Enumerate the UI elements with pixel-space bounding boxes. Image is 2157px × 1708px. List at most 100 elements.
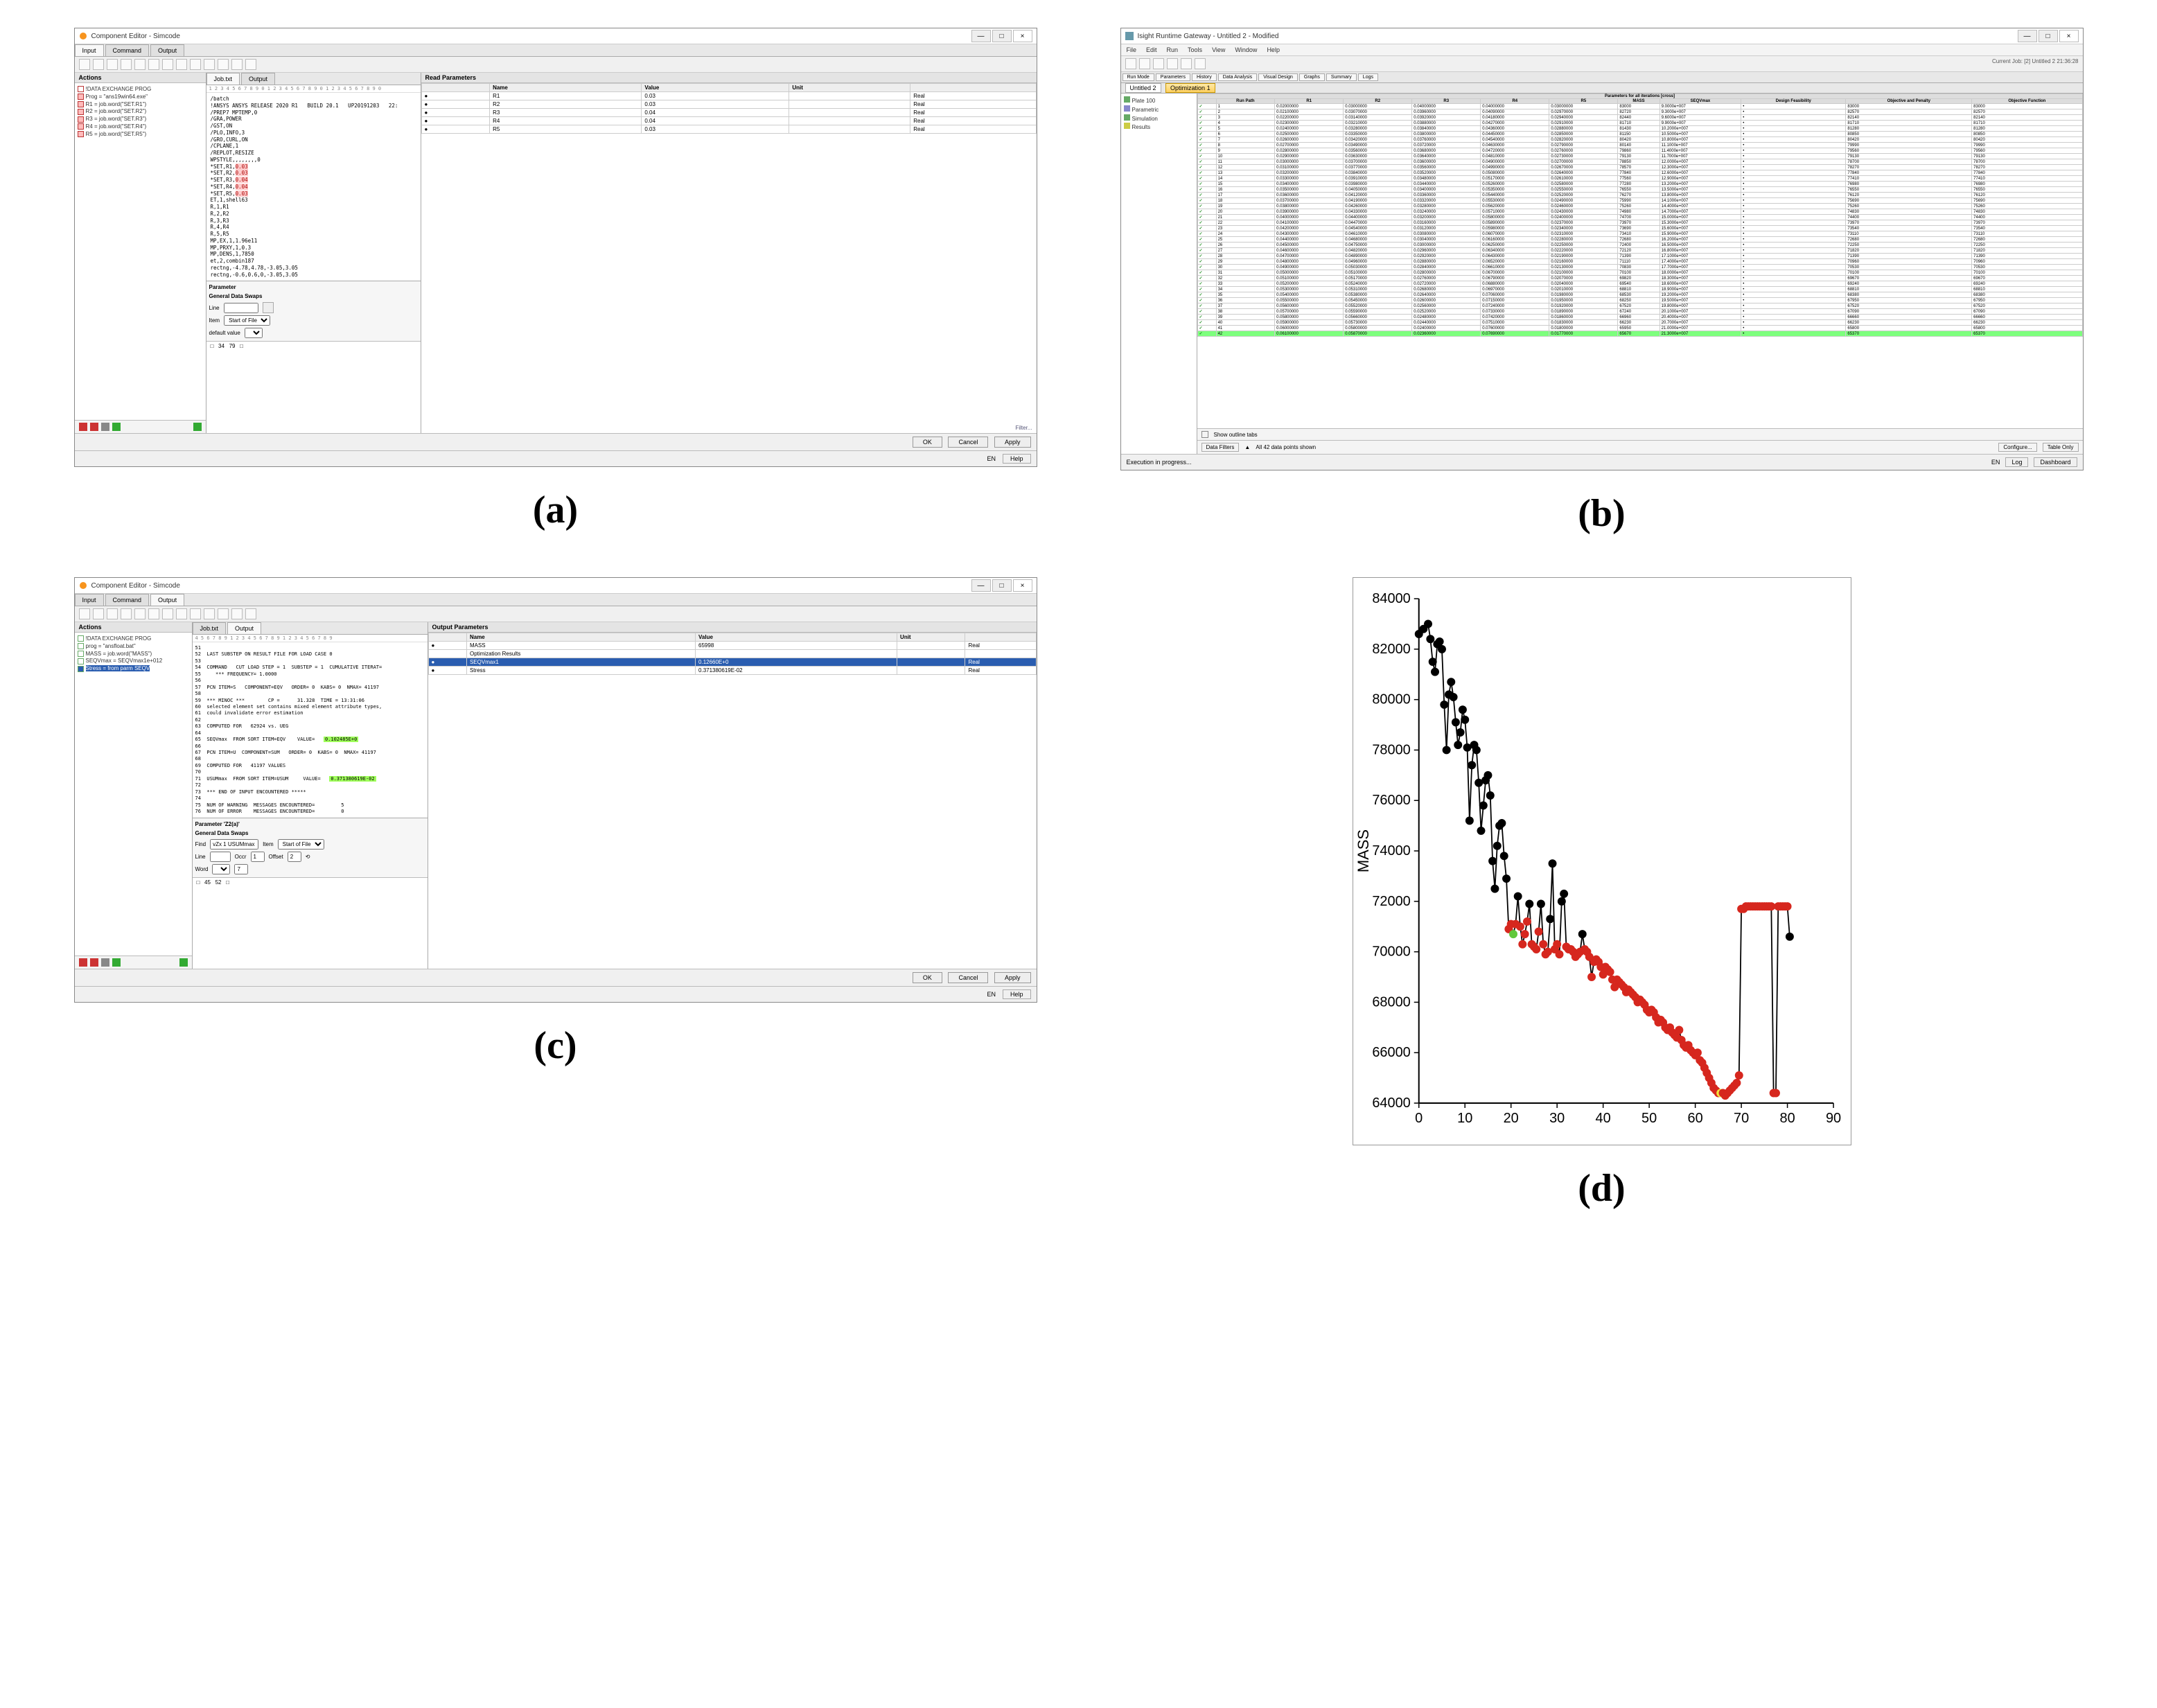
- close-button[interactable]: ×: [1013, 579, 1032, 592]
- filter-label[interactable]: Filter...: [421, 423, 1037, 433]
- menu-tools[interactable]: Tools: [1188, 46, 1202, 53]
- table-row[interactable]: ✓390.058000000.056600000.024800000.07420…: [1197, 315, 2082, 320]
- tab-untitled[interactable]: Untitled 2: [1125, 83, 1161, 93]
- table-row[interactable]: ✓190.038000000.042600000.032800000.05620…: [1197, 204, 2082, 209]
- tab-graphs[interactable]: Graphs: [1299, 73, 1325, 81]
- toolbar-icon[interactable]: [79, 608, 90, 619]
- item-select[interactable]: Start of File: [224, 315, 270, 326]
- actions-tree[interactable]: !DATA EXCHANGE PROGProg = "ans19win64.ex…: [75, 83, 206, 141]
- tree-item[interactable]: R1 = job.word("SET.R1"): [78, 101, 203, 109]
- tab-visual-design[interactable]: Visual Design: [1258, 73, 1298, 81]
- table-row[interactable]: ✓40.023000000.032100000.038800000.042700…: [1197, 121, 2082, 126]
- tab-input[interactable]: Input: [75, 594, 104, 606]
- line-input[interactable]: [224, 303, 258, 313]
- table-row[interactable]: ●MASS65998Real: [428, 642, 1036, 650]
- table-row[interactable]: ●R10.03Real: [421, 92, 1036, 100]
- table-row[interactable]: ✓220.041000000.044700000.031600000.05890…: [1197, 220, 2082, 226]
- table-row[interactable]: ✓250.044000000.046800000.030400000.06160…: [1197, 237, 2082, 243]
- toolbar-icon[interactable]: [1195, 58, 1206, 69]
- tab-mid-output[interactable]: Output: [241, 73, 275, 85]
- refresh-icon[interactable]: [263, 302, 274, 313]
- tab-mid-output[interactable]: Output: [227, 622, 261, 634]
- menu-view[interactable]: View: [1212, 46, 1225, 53]
- toolbar-icon[interactable]: [1181, 58, 1192, 69]
- toolbar-icon[interactable]: [190, 59, 201, 70]
- param-table[interactable]: NameValueUnit●MASS65998RealOptimization …: [428, 633, 1037, 675]
- table-row[interactable]: ✓20.021000000.030700000.039600000.040900…: [1197, 109, 2082, 115]
- toolbar-icon[interactable]: [176, 59, 187, 70]
- table-row[interactable]: ✓280.047000000.048900000.029200000.06430…: [1197, 254, 2082, 259]
- table-row[interactable]: ✓240.043000000.046100000.030800000.06070…: [1197, 231, 2082, 237]
- ok-button[interactable]: OK: [913, 972, 942, 983]
- table-row[interactable]: ✓420.061000000.058700000.023600000.07690…: [1197, 331, 2082, 337]
- toolbar-icon[interactable]: [148, 608, 159, 619]
- table-row[interactable]: ●R30.04Real: [421, 109, 1036, 117]
- word-select[interactable]: [212, 864, 230, 874]
- table-row[interactable]: ✓360.055000000.054500000.026000000.07150…: [1197, 298, 2082, 303]
- record-icon[interactable]: [90, 958, 98, 967]
- ok-button[interactable]: OK: [913, 437, 942, 448]
- table-row[interactable]: ✓160.035000000.040500000.034000000.05350…: [1197, 187, 2082, 193]
- tree-item[interactable]: MASS = job.word("MASS"): [78, 651, 189, 658]
- table-row[interactable]: ✓80.027000000.034900000.037200000.046300…: [1197, 143, 2082, 148]
- minimize-button[interactable]: —: [2018, 30, 2037, 42]
- table-row[interactable]: ✓50.024000000.032800000.038400000.043600…: [1197, 126, 2082, 132]
- pause-icon[interactable]: [101, 423, 109, 431]
- table-row[interactable]: ●R50.03Real: [421, 125, 1036, 134]
- table-row[interactable]: ✓170.036000000.041200000.033600000.05440…: [1197, 193, 2082, 198]
- results-table[interactable]: Parameters for all iterations [cross]Run…: [1197, 94, 2083, 337]
- toolbar-icon[interactable]: [190, 608, 201, 619]
- tree-item[interactable]: !DATA EXCHANGE PROG: [78, 86, 203, 94]
- stop-icon[interactable]: [79, 423, 87, 431]
- data-filters-button[interactable]: Data Filters: [1201, 443, 1240, 452]
- tree-item[interactable]: Prog = "ans19win64.exe": [78, 94, 203, 101]
- maximize-button[interactable]: □: [992, 30, 1012, 42]
- toolbar-icon[interactable]: [204, 59, 215, 70]
- tab-command[interactable]: Command: [105, 44, 150, 56]
- find-input[interactable]: [210, 839, 258, 849]
- actions-tree[interactable]: !DATA EXCHANGE PROGprog = "ansfloat.bat"…: [75, 633, 192, 676]
- toolbar-icon[interactable]: [93, 608, 104, 619]
- toolbar-icon[interactable]: [1167, 58, 1178, 69]
- close-button[interactable]: ×: [2059, 30, 2079, 42]
- play-icon[interactable]: [112, 958, 121, 967]
- step-icon[interactable]: [193, 423, 202, 431]
- toolbar-icon[interactable]: [162, 608, 173, 619]
- occr-input[interactable]: [251, 852, 265, 862]
- stop-icon[interactable]: [79, 958, 87, 967]
- tree-item[interactable]: SEQVmax = SEQVmax1e+012: [78, 658, 189, 665]
- table-row[interactable]: ✓60.025000000.033500000.038000000.044500…: [1197, 132, 2082, 137]
- menu-edit[interactable]: Edit: [1146, 46, 1157, 53]
- toolbar-icon[interactable]: [1125, 58, 1136, 69]
- table-row[interactable]: ✓410.060000000.058000000.024000000.07600…: [1197, 326, 2082, 331]
- table-row[interactable]: ✓350.054000000.053800000.026400000.07060…: [1197, 292, 2082, 298]
- table-row[interactable]: ✓130.032000000.038400000.035200000.05080…: [1197, 170, 2082, 176]
- tree-item[interactable]: R5 = job.word("SET.R5"): [78, 131, 203, 139]
- log-button[interactable]: Log: [2005, 457, 2028, 467]
- toolbar-icon[interactable]: [1153, 58, 1164, 69]
- menu-file[interactable]: File: [1127, 46, 1137, 53]
- table-row[interactable]: ✓400.059000000.057300000.024400000.07510…: [1197, 320, 2082, 326]
- table-row[interactable]: ✓260.045000000.047500000.030000000.06250…: [1197, 243, 2082, 248]
- minimize-button[interactable]: —: [971, 579, 991, 592]
- toolbar-icon[interactable]: [231, 59, 243, 70]
- tree-item[interactable]: Plate 100: [1124, 96, 1194, 105]
- tree-item[interactable]: R2 = job.word("SET.R2"): [78, 108, 203, 116]
- table-only-button[interactable]: Table Only: [2043, 443, 2079, 452]
- tab-run-mode[interactable]: Run Mode: [1122, 73, 1154, 81]
- table-row[interactable]: ✓140.033000000.039100000.034800000.05170…: [1197, 176, 2082, 182]
- tree-item[interactable]: Results: [1124, 123, 1194, 132]
- toolbar-icon[interactable]: [134, 608, 146, 619]
- cancel-button[interactable]: Cancel: [948, 972, 988, 983]
- toolbar-icon[interactable]: [148, 59, 159, 70]
- tree-item[interactable]: Simulation: [1124, 114, 1194, 123]
- script-view[interactable]: /batch !ANSYS ANSYS RELEASE 2020 R1 BUIL…: [206, 93, 421, 281]
- tab-jobtxt[interactable]: Job.txt: [193, 622, 227, 634]
- toolbar-icon[interactable]: [204, 608, 215, 619]
- toolbar-icon[interactable]: [107, 608, 118, 619]
- tab-input[interactable]: Input: [75, 44, 104, 56]
- table-row[interactable]: ✓90.028000000.035600000.036800000.047200…: [1197, 148, 2082, 154]
- menu-window[interactable]: Window: [1235, 46, 1257, 53]
- apply-button[interactable]: Apply: [994, 972, 1031, 983]
- model-tree[interactable]: Plate 100ParametricSimulationResults: [1121, 94, 1197, 134]
